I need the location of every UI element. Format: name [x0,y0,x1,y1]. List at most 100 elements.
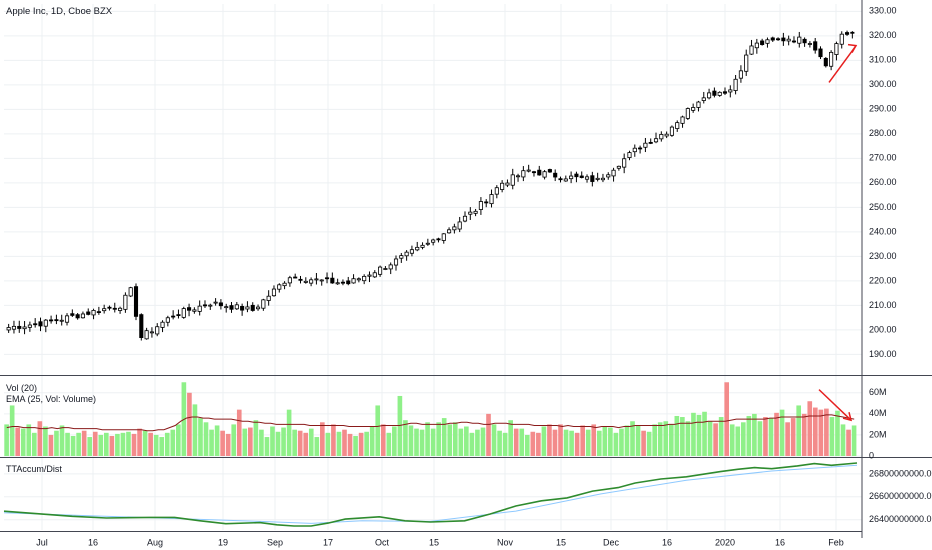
volume-pane-label: Vol (20) [6,383,38,393]
candle-body [393,258,399,266]
volume-bar [187,392,192,456]
volume-tick-label: 20M [869,429,887,439]
candle-body [505,182,510,186]
volume-bar [81,430,87,456]
volume-bar [801,413,807,456]
volume-bar [281,427,286,456]
volume-bar [735,426,741,456]
candle-body [431,239,436,243]
volume-bar [718,417,724,456]
volume-bar [164,432,170,456]
candle-body [760,40,765,45]
candle-body [293,276,298,279]
volume-bar [209,429,214,456]
candle-body [807,43,812,45]
candle-body [744,54,749,72]
volume-bar [663,421,669,456]
candle-body [595,177,600,180]
date-tick-label: 15 [556,537,566,547]
candle-body [717,91,722,96]
volume-bar [314,437,320,456]
candle-body [425,242,430,245]
date-tick-label: 16 [775,537,785,547]
accum-tick-label: 26800000000.00 [869,468,932,478]
candle-body [484,201,489,204]
volume-bar [796,405,802,456]
volume-bar [203,422,209,456]
volume-bar [635,425,641,456]
candle-body [351,278,356,284]
volume-bar [31,432,37,456]
volume-bar [740,422,746,456]
candle-body [447,229,452,234]
candle-body [91,310,96,316]
candle-body [611,169,616,177]
volume-bar [192,404,198,456]
volume-bar [325,432,331,456]
candle-body [80,313,85,319]
volume-bar [15,427,21,456]
candle-body [648,141,653,144]
volume-bar [513,428,519,456]
candle-body [420,244,425,248]
candle-body [616,165,621,169]
volume-bar [65,432,70,456]
volume-bar [596,430,602,456]
candle-body [622,158,627,168]
candle-body [850,31,855,34]
candle-body [171,315,176,318]
candle-body [664,133,669,137]
price-annotation-arrow [828,45,857,83]
ema-pane-label: EMA (25, Vol: Volume) [6,394,97,404]
candle-body [733,78,738,91]
price-annotation-arrowhead [847,43,858,54]
candle-body [834,43,839,55]
candle-body [287,277,292,284]
volume-bar [608,427,613,456]
candle-body [324,277,330,280]
volume-bar [364,431,369,456]
candle-body [54,319,59,322]
volume-bar [580,425,585,456]
volume-bar [303,432,309,456]
price-tick-label: 250.00 [869,202,897,212]
volume-bar [491,424,497,456]
volume-bar [120,432,126,456]
volume-bar [76,432,81,456]
volume-bar [469,432,475,456]
candle-body [823,57,828,67]
volume-bar [558,424,563,456]
accum-tick-label: 26600000000.00 [869,491,932,501]
volume-bar [20,428,26,456]
volume-bar [807,401,813,456]
candle-body [128,287,133,297]
volume-bar [602,426,608,456]
date-tick-label: 17 [323,537,333,547]
price-tick-label: 300.00 [869,79,897,89]
candle-body [569,175,574,180]
candle-body [691,107,696,111]
volume-bar [70,435,76,456]
candle-body [531,171,537,174]
volume-bar [486,413,491,456]
volume-bar [829,417,835,456]
candle-body [282,282,287,287]
candle-body [409,249,414,254]
price-tick-label: 190.00 [869,349,897,359]
candle-body [632,147,637,153]
volume-bar [696,414,702,456]
candle-body [197,305,202,312]
candle-body [701,97,706,101]
volume-bar [336,431,342,456]
volume-bar [763,417,768,456]
volume-bar [142,430,148,456]
volume-tick-label: 40M [869,408,887,418]
candle-body [271,288,277,297]
volume-bar [358,432,364,456]
volume-bar [225,433,231,456]
volume-bar [109,435,115,456]
volume-bar [115,433,120,456]
date-tick-label: 16 [662,537,672,547]
volume-bar [320,422,325,456]
